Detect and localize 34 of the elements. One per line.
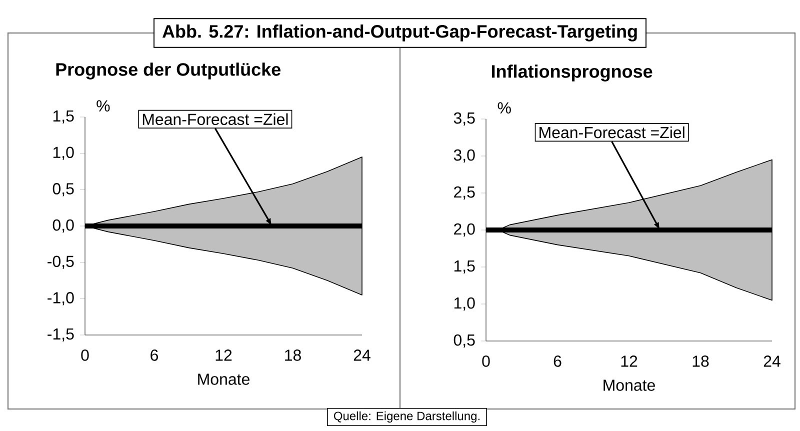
y-tick-label: 2,0 (454, 223, 475, 237)
y-tick-label: 1,0 (454, 297, 475, 311)
y-tick-label: 3,5 (454, 112, 475, 126)
y-tick-label: 0,0 (52, 219, 74, 233)
chart-title: Inflationsprognose (492, 64, 652, 82)
x-tick-label: 18 (692, 356, 709, 367)
source-note: Quelle: Eigene Darstellung. (334, 411, 480, 423)
y-tick-label: 0,5 (454, 334, 475, 348)
x-tick-label: 0 (482, 356, 490, 367)
y-tick-label: 1,5 (454, 260, 475, 274)
x-tick-label: 6 (554, 356, 562, 367)
x-tick-label: 24 (354, 350, 370, 361)
y-tick-label: 3,0 (454, 149, 475, 163)
x-tick-label: 24 (764, 356, 780, 367)
y-tick-label: -0,5 (48, 256, 74, 269)
y-tick-label: 2,5 (454, 186, 475, 200)
x-tick-label: 0 (81, 350, 89, 361)
x-tick-label: 12 (621, 356, 638, 367)
y-axis-title: % (498, 102, 511, 114)
y-tick-label: -1,0 (48, 292, 74, 306)
x-axis-title: Monate (604, 380, 655, 391)
x-tick-label: 6 (150, 350, 158, 361)
x-tick-label: 18 (285, 350, 301, 361)
x-axis-title: Monate (198, 374, 250, 385)
annotation: Mean-Forecast =Ziel (142, 113, 288, 126)
y-axis-title: % (96, 100, 110, 112)
y-tick-label: 1,5 (53, 110, 74, 124)
y-tick-label: -1,5 (48, 328, 74, 342)
y-tick-label: 1,0 (53, 146, 74, 160)
x-tick-label: 12 (216, 350, 232, 361)
caption: Abb. 5.27: Inflation-and-Output-Gap-Forecast-Targeting (162, 24, 637, 42)
chart-title: Prognose der Outputlücke (56, 62, 280, 80)
y-tick-label: 0,5 (52, 183, 74, 196)
annotation: Mean-Forecast =Ziel (540, 126, 684, 138)
